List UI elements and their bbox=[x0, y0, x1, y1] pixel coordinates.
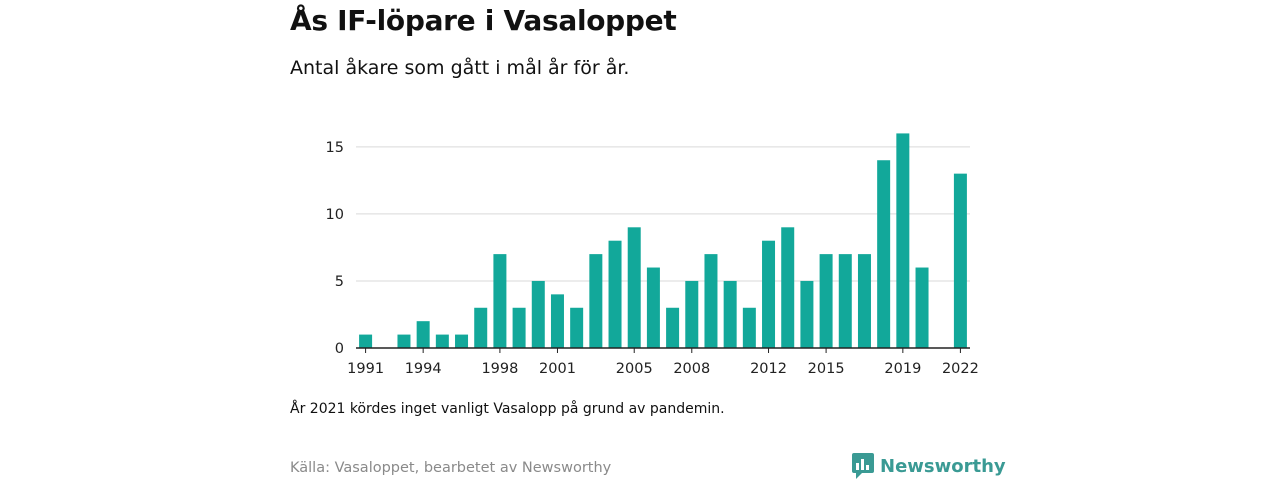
bar-2015[interactable] bbox=[819, 254, 833, 348]
brand-logo[interactable]: Newsworthy bbox=[852, 453, 1006, 479]
chart-title: Ås IF-löpare i Vasaloppet bbox=[290, 4, 677, 37]
x-tick-label: 2022 bbox=[942, 361, 979, 377]
bar-2016[interactable] bbox=[838, 254, 852, 348]
bar-2009[interactable] bbox=[704, 254, 718, 348]
bar-1997[interactable] bbox=[474, 307, 488, 348]
bar-2006[interactable] bbox=[646, 267, 660, 348]
bar-2012[interactable] bbox=[762, 240, 776, 348]
x-tick-label: 1991 bbox=[347, 361, 384, 377]
brand-name: Newsworthy bbox=[880, 455, 1006, 477]
axes: 0 5 10 15 1991 1994 1998 2001 2005 2008 2012 2015 20… bbox=[326, 140, 979, 377]
bar-chart: 0 5 10 15 1991 1994 1998 2001 2005 2008 2012 2015 20… bbox=[326, 133, 979, 377]
x-tick-label: 1998 bbox=[481, 361, 518, 377]
bar-2014[interactable] bbox=[800, 280, 814, 348]
y-tick-label: 5 bbox=[335, 274, 344, 290]
bar-1995[interactable] bbox=[435, 334, 449, 348]
bar-2007[interactable] bbox=[666, 307, 680, 348]
bar-2001[interactable] bbox=[550, 294, 564, 348]
bar-1999[interactable] bbox=[512, 307, 526, 348]
x-tick-label: 1994 bbox=[405, 361, 442, 377]
bars bbox=[359, 133, 967, 348]
bar-1993[interactable] bbox=[397, 334, 411, 348]
y-tick-label: 0 bbox=[335, 341, 344, 357]
bar-2019[interactable] bbox=[896, 133, 910, 348]
bar-2017[interactable] bbox=[857, 254, 871, 348]
bar-1998[interactable] bbox=[493, 254, 507, 348]
x-tick-label: 2015 bbox=[808, 361, 845, 377]
bar-2002[interactable] bbox=[570, 307, 584, 348]
x-tick-label: 2012 bbox=[750, 361, 787, 377]
y-tick-label: 15 bbox=[326, 140, 344, 156]
x-tick-label: 2001 bbox=[539, 361, 576, 377]
bar-2022[interactable] bbox=[953, 173, 967, 348]
bar-1991[interactable] bbox=[359, 334, 373, 348]
bar-2018[interactable] bbox=[877, 160, 891, 348]
x-tick-label: 2005 bbox=[616, 361, 653, 377]
source-credit: Källa: Vasaloppet, bearbetet av Newswort… bbox=[290, 460, 612, 476]
bar-1996[interactable] bbox=[455, 334, 469, 348]
bar-2000[interactable] bbox=[531, 280, 545, 348]
bar-1994[interactable] bbox=[416, 321, 430, 348]
chart-subtitle: Antal åkare som gått i mål år för år. bbox=[290, 57, 630, 79]
newsworthy-logo-icon bbox=[852, 453, 874, 479]
bar-2003[interactable] bbox=[589, 254, 603, 348]
bar-2010[interactable] bbox=[723, 280, 737, 348]
bar-2013[interactable] bbox=[781, 227, 795, 348]
bar-2008[interactable] bbox=[685, 280, 699, 348]
chart-note: År 2021 kördes inget vanligt Vasalopp på… bbox=[290, 401, 725, 417]
bar-2004[interactable] bbox=[608, 240, 622, 348]
x-tick-label: 2019 bbox=[884, 361, 921, 377]
bar-2011[interactable] bbox=[742, 307, 756, 348]
bar-2020[interactable] bbox=[915, 267, 929, 348]
x-tick-label: 2008 bbox=[673, 361, 710, 377]
bar-2005[interactable] bbox=[627, 227, 641, 348]
y-tick-label: 10 bbox=[326, 207, 344, 223]
